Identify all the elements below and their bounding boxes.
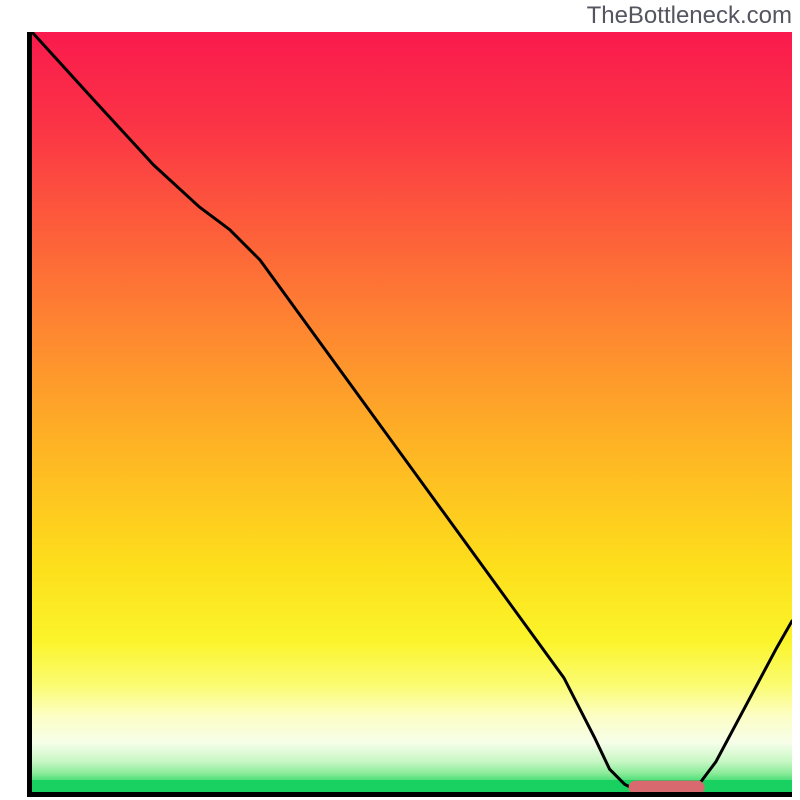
chart-frame: TheBottleneck.com	[0, 0, 800, 800]
plot-area	[32, 32, 792, 792]
curve-layer	[32, 32, 792, 792]
x-axis-border	[27, 792, 792, 797]
bottleneck-curve	[32, 32, 792, 792]
optimal-range-marker	[629, 781, 705, 792]
y-axis-border	[27, 32, 32, 797]
watermark-text: TheBottleneck.com	[587, 2, 792, 30]
